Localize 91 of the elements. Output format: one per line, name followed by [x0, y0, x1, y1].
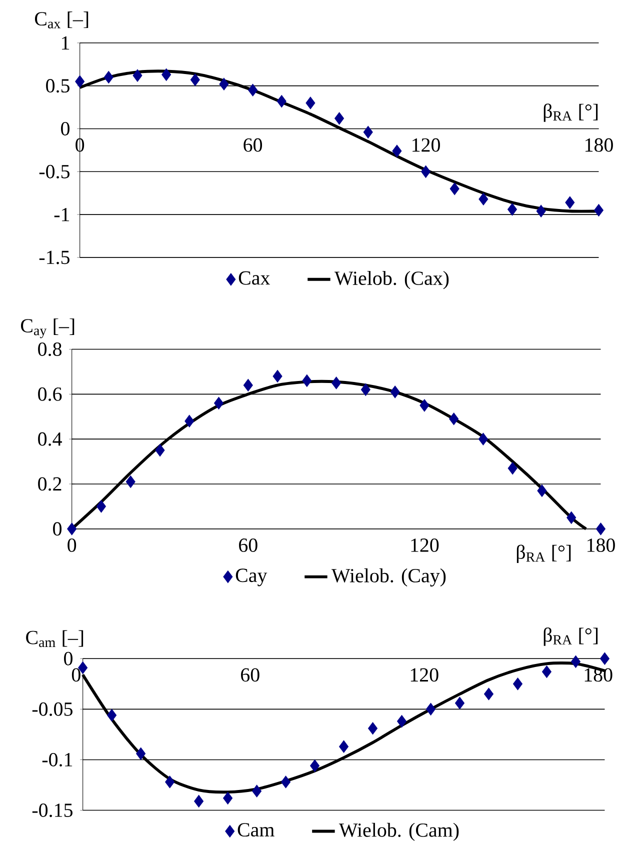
y-tick-label: 0.6: [38, 387, 62, 401]
legend-label: Cax: [238, 271, 270, 285]
point: [66, 522, 76, 536]
point: [564, 196, 574, 209]
y-tick-label: 1: [62, 36, 69, 50]
point: [310, 760, 320, 772]
point: [420, 399, 430, 412]
x-tick-label: 180: [587, 538, 615, 552]
point: [248, 84, 258, 96]
point: [161, 68, 171, 81]
point: [478, 192, 488, 206]
point: [280, 776, 290, 788]
point: [363, 126, 373, 138]
legend-label: Wielob. (Cam): [338, 822, 458, 841]
point: [390, 386, 400, 398]
y-tick-label: 0.4: [38, 432, 62, 446]
x-tick-label: 60: [238, 538, 258, 552]
point: [74, 75, 84, 88]
point: [126, 475, 136, 488]
point: [570, 655, 580, 668]
point: [507, 203, 517, 216]
legend-label: Cay: [236, 568, 267, 586]
y-axis-title: C$_{ax}$ [–]: [34, 12, 88, 28]
point: [96, 500, 106, 513]
y-tick-label: 0.8: [38, 342, 62, 356]
y-tick-label: 0: [64, 652, 72, 666]
point: [594, 204, 604, 217]
point: [368, 722, 378, 735]
point: [194, 794, 204, 808]
point: [243, 378, 253, 392]
x-tick-label: 120: [411, 538, 438, 552]
point: [276, 95, 286, 108]
x-tick-label: 120: [410, 668, 438, 682]
point: [448, 412, 458, 426]
x-tick-label: 60: [244, 138, 262, 152]
point: [420, 165, 430, 178]
point: [164, 776, 174, 788]
y-axis-title: C$_{ay}$ [–]: [20, 318, 74, 338]
point: [104, 70, 114, 84]
y-tick-label: 0.5: [46, 79, 70, 93]
point: [478, 432, 488, 446]
y-tick-label: -1.5: [39, 250, 70, 264]
point: [136, 747, 146, 760]
point: [155, 444, 165, 457]
point: [508, 462, 518, 475]
x-axis-title: β$_{RA}$ [°]: [516, 544, 570, 563]
point: [331, 376, 341, 390]
point: [306, 96, 316, 110]
y-tick-label: -0.05: [32, 702, 72, 716]
point: [214, 396, 224, 410]
point: [566, 511, 576, 524]
legend-label: Wielob. (Cax): [334, 270, 448, 290]
point: [596, 522, 606, 536]
x-axis-title: β$_{RA}$ [°]: [544, 104, 598, 122]
point: [272, 370, 282, 382]
y-tick-label: 0: [52, 522, 62, 536]
point: [106, 708, 116, 722]
y-tick-label: -0.15: [32, 804, 72, 818]
point: [454, 696, 464, 710]
point: [360, 383, 370, 396]
point: [542, 666, 552, 678]
y-tick-label: -0.5: [39, 164, 70, 178]
point: [450, 182, 460, 196]
legend-label: Cam: [238, 823, 274, 837]
point: [392, 144, 402, 158]
point: [426, 702, 436, 716]
point: [484, 688, 494, 700]
point: [222, 792, 232, 804]
point: [600, 652, 610, 665]
point: [132, 69, 142, 82]
point: [537, 484, 547, 497]
y-tick-label: -1: [54, 208, 69, 222]
point: [184, 414, 194, 428]
point: [334, 112, 344, 125]
point: [338, 740, 348, 753]
y-tick-label: 0: [60, 122, 70, 136]
x-tick-label: 60: [240, 668, 260, 682]
y-tick-label: 0.2: [38, 477, 61, 491]
x-tick-label: 120: [412, 138, 440, 152]
point: [252, 784, 262, 798]
legend-label: Wielob. (Cay): [331, 568, 446, 587]
point: [190, 74, 200, 86]
point: [512, 678, 522, 690]
point: [219, 78, 229, 90]
x-tick-label: 180: [585, 138, 613, 152]
point: [536, 204, 546, 218]
y-tick-label: -0.1: [42, 752, 72, 767]
point: [302, 374, 312, 387]
point: [396, 715, 406, 728]
y-axis-title: C$_{am}$ [–]: [26, 630, 83, 648]
x-axis-title: β$_{RA}$ [°]: [544, 628, 598, 646]
